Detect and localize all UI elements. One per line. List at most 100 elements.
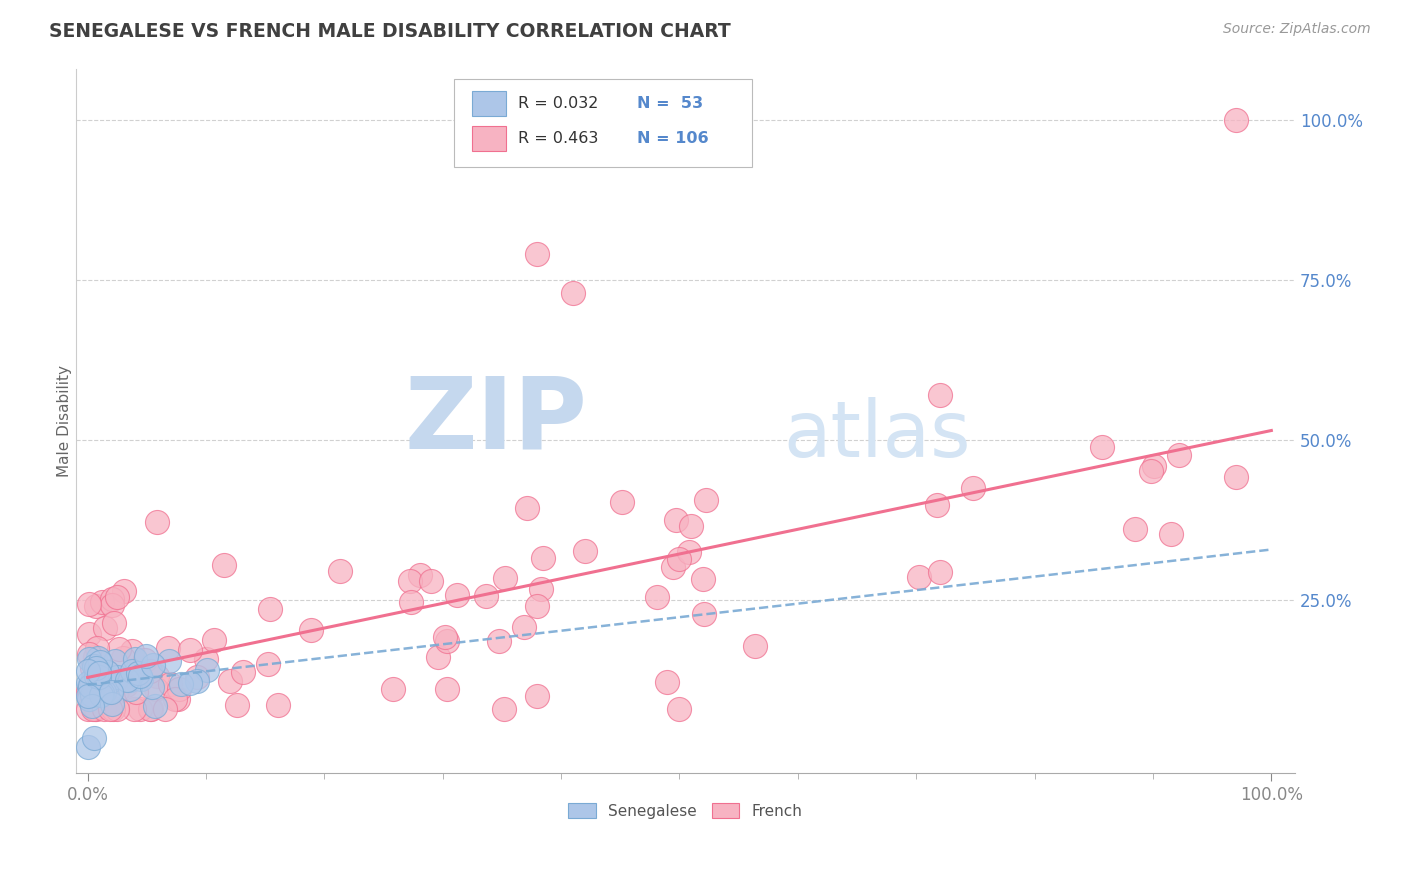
- Point: [179, 676, 201, 690]
- Point: [83, 649, 105, 664]
- Point: [84, 599, 107, 613]
- Point: [668, 551, 690, 566]
- Point: [908, 569, 931, 583]
- Point: [202, 633, 225, 648]
- Point: [93, 669, 115, 683]
- Point: [645, 590, 668, 604]
- Point: [98, 702, 121, 716]
- Point: [87, 650, 110, 665]
- Point: [84, 661, 107, 675]
- Point: [329, 565, 352, 579]
- Point: [100, 685, 122, 699]
- Point: [225, 698, 247, 712]
- Point: [101, 598, 124, 612]
- Point: [89, 670, 111, 684]
- Point: [121, 644, 143, 658]
- Point: [513, 620, 536, 634]
- Point: [93, 685, 115, 699]
- Y-axis label: Male Disability: Male Disability: [58, 365, 72, 476]
- Point: [129, 672, 152, 686]
- Point: [155, 702, 177, 716]
- Point: [84, 702, 107, 716]
- Point: [114, 678, 136, 692]
- Point: [516, 500, 538, 515]
- Point: [135, 649, 157, 664]
- Bar: [472, 91, 506, 117]
- Point: [105, 590, 128, 604]
- Point: [129, 669, 152, 683]
- Point: [79, 679, 101, 693]
- Point: [103, 615, 125, 630]
- Point: [122, 702, 145, 716]
- Bar: [472, 126, 506, 151]
- Point: [84, 668, 107, 682]
- Point: [77, 627, 100, 641]
- Point: [112, 583, 135, 598]
- Point: [77, 679, 100, 693]
- Point: [399, 595, 422, 609]
- Point: [121, 665, 143, 679]
- Point: [90, 688, 112, 702]
- Point: [962, 481, 984, 495]
- Point: [492, 702, 515, 716]
- Point: [103, 702, 125, 716]
- Point: [83, 731, 105, 745]
- Point: [108, 641, 131, 656]
- Point: [655, 674, 678, 689]
- Point: [93, 702, 115, 716]
- Point: [97, 676, 120, 690]
- Point: [1123, 522, 1146, 536]
- Point: [105, 702, 128, 716]
- Point: [76, 689, 98, 703]
- Point: [124, 685, 146, 699]
- Point: [139, 664, 162, 678]
- Point: [77, 648, 100, 662]
- Point: [257, 657, 280, 672]
- Text: atlas: atlas: [783, 397, 970, 473]
- Point: [86, 641, 108, 656]
- Point: [195, 663, 218, 677]
- Point: [82, 688, 104, 702]
- Point: [127, 666, 149, 681]
- Legend: Senegalese, French: Senegalese, French: [562, 797, 808, 825]
- Point: [145, 515, 167, 529]
- Point: [77, 651, 100, 665]
- Point: [83, 702, 105, 716]
- Point: [419, 574, 441, 588]
- Point: [1225, 112, 1247, 127]
- Point: [474, 589, 496, 603]
- Point: [232, 665, 254, 680]
- Point: [1225, 470, 1247, 484]
- Point: [661, 560, 683, 574]
- Point: [1168, 448, 1191, 462]
- Text: R = 0.463: R = 0.463: [519, 131, 599, 145]
- Point: [145, 698, 167, 713]
- Point: [90, 686, 112, 700]
- Text: N =  53: N = 53: [637, 96, 703, 112]
- Point: [382, 681, 405, 696]
- Point: [89, 670, 111, 684]
- Text: Source: ZipAtlas.com: Source: ZipAtlas.com: [1223, 22, 1371, 37]
- Point: [665, 513, 688, 527]
- Point: [531, 551, 554, 566]
- Point: [100, 684, 122, 698]
- Point: [103, 654, 125, 668]
- Point: [436, 681, 458, 696]
- Point: [186, 674, 208, 689]
- Point: [87, 665, 110, 680]
- Text: N = 106: N = 106: [637, 131, 709, 145]
- Point: [928, 565, 950, 579]
- Point: [89, 672, 111, 686]
- Point: [90, 665, 112, 679]
- Point: [165, 692, 187, 706]
- Point: [529, 582, 551, 596]
- Point: [159, 677, 181, 691]
- Point: [179, 643, 201, 657]
- Point: [436, 634, 458, 648]
- Point: [79, 598, 101, 612]
- Point: [101, 591, 124, 606]
- Point: [80, 698, 103, 713]
- Point: [744, 639, 766, 653]
- Point: [574, 544, 596, 558]
- Point: [1091, 440, 1114, 454]
